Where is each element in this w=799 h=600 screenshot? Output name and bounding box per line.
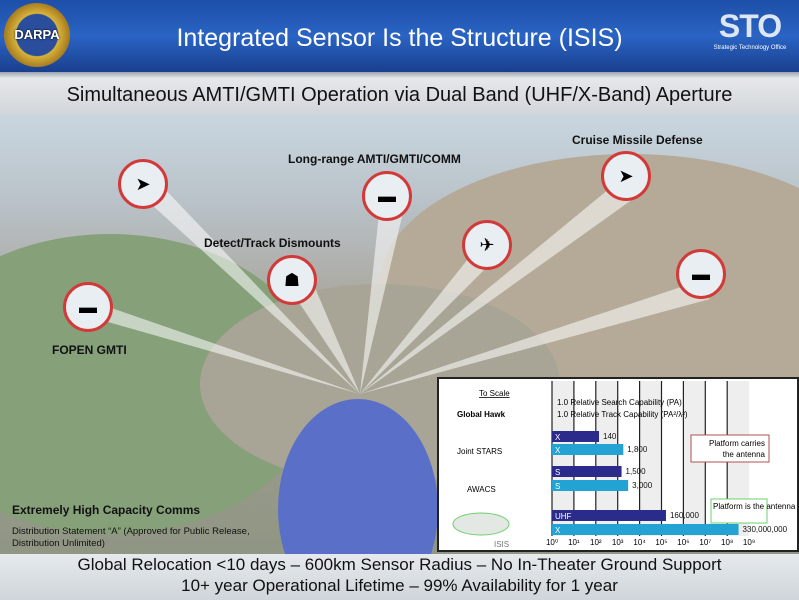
- missile-sensor-icon: ➤: [118, 159, 168, 209]
- grid-stripe: [552, 381, 574, 536]
- footer: Global Relocation <10 days – 600km Senso…: [0, 554, 799, 600]
- bar-joint-stars-search: [552, 431, 600, 442]
- x-tick-label: 10¹: [568, 538, 580, 547]
- label-comms: Extremely High Capacity Comms: [12, 503, 201, 517]
- scene-illustration: ▬ ➤ ☗ ▬ ✈ ➤ ▬ FOPEN GMTI Detect/Track Di…: [0, 114, 799, 554]
- x-tick-label: 10⁶: [677, 538, 689, 547]
- bar-joint-stars-track: [552, 444, 624, 455]
- label-longrange: Long-range AMTI/GMTI/COMM: [288, 152, 461, 166]
- bar-band-label: X: [555, 446, 561, 455]
- tank-sensor-icon: ▬: [63, 282, 113, 332]
- page-title: Integrated Sensor Is the Structure (ISIS…: [176, 24, 623, 52]
- x-tick-label: 10⁴: [633, 538, 646, 547]
- platform-global-hawk: Global Hawk: [457, 410, 506, 419]
- annotation-carries-box: [690, 434, 770, 463]
- cruise-missile-sensor-icon: ➤: [601, 151, 651, 201]
- subtitle: Simultaneous AMTI/GMTI Operation via Dua…: [66, 84, 733, 106]
- blimp-icon: [452, 512, 510, 536]
- x-tick-label: 10⁰: [546, 538, 558, 547]
- x-tick-label: 10⁹: [743, 538, 755, 547]
- to-scale-label: To Scale: [479, 389, 510, 398]
- tank2-sensor-icon: ▬: [676, 249, 726, 299]
- footer-line-1: Global Relocation <10 days – 600km Senso…: [77, 555, 722, 574]
- annotation-is-box: [710, 498, 768, 524]
- bar-awacs-search: [552, 466, 622, 477]
- label-cruise: Cruise Missile Defense: [572, 133, 703, 147]
- bar-awacs-track: [552, 480, 629, 491]
- x-tick-label: 10²: [590, 538, 602, 547]
- isis-blimp: [278, 399, 438, 554]
- darpa-logo: DARPA: [4, 3, 70, 67]
- footer-line-2: 10+ year Operational Lifetime – 99% Avai…: [181, 576, 618, 595]
- platform-joint-stars: Joint STARS: [457, 447, 502, 456]
- bar-value-label: 140: [603, 432, 617, 441]
- annotation-is: Platform is the antenna: [713, 502, 796, 511]
- x-tick-label: 10⁵: [655, 538, 667, 547]
- x-tick-label: 10⁷: [699, 538, 711, 547]
- sto-logo: STO Strategic Technology Office: [709, 8, 791, 51]
- dismounts-sensor-icon: ☗: [267, 255, 317, 305]
- bar-band-label: X: [555, 433, 561, 442]
- bar-value-label: 3,000: [632, 481, 653, 490]
- label-fopen: FOPEN GMTI: [52, 343, 127, 357]
- grid-stripe: [595, 381, 618, 536]
- distribution-statement: Distribution Statement “A” (Approved for…: [12, 526, 250, 549]
- annotation-carries-line2: the antenna: [723, 450, 766, 459]
- bar-value-label: 1,800: [627, 445, 648, 454]
- bar-value-label: 160,000: [670, 511, 699, 520]
- bar-band-label: S: [555, 468, 560, 477]
- x-tick-label: 10³: [612, 538, 624, 547]
- bar-isis-search: [552, 510, 666, 521]
- bar-band-label: UHF: [555, 512, 572, 521]
- bar-isis-track: [552, 524, 739, 535]
- grid-stripe: [639, 381, 662, 536]
- bar-value-label: 1,500: [626, 467, 647, 476]
- legend-search: 1.0 Relative Search Capability (PA): [557, 398, 682, 407]
- sto-mark: STO: [718, 8, 782, 44]
- aircraft-sensor-icon: ✈: [462, 220, 512, 270]
- bar-value-label: 330,000,000: [743, 525, 788, 534]
- sensor-beams: [80, 184, 710, 554]
- bar-band-label: X: [555, 526, 561, 535]
- legend-track: 1.0 Relative Track Capability (PA²/λ²): [557, 410, 688, 419]
- label-dismounts: Detect/Track Dismounts: [204, 236, 341, 250]
- platform-awacs: AWACS: [467, 485, 496, 494]
- x-tick-label: 10⁸: [721, 538, 733, 547]
- platform-isis: ISIS: [494, 540, 509, 549]
- subtitle-band: Simultaneous AMTI/GMTI Operation via Dua…: [0, 72, 799, 114]
- annotation-carries: Platform carries the antenna: [709, 439, 766, 459]
- bar-band-label: S: [555, 482, 560, 491]
- vehicle-sensor-icon: ▬: [362, 171, 412, 221]
- sto-caption: Strategic Technology Office: [713, 45, 787, 51]
- capability-chart: To Scale 1.0 Relative Search Capability …: [437, 377, 799, 552]
- header: DARPA Integrated Sensor Is the Structure…: [0, 0, 799, 72]
